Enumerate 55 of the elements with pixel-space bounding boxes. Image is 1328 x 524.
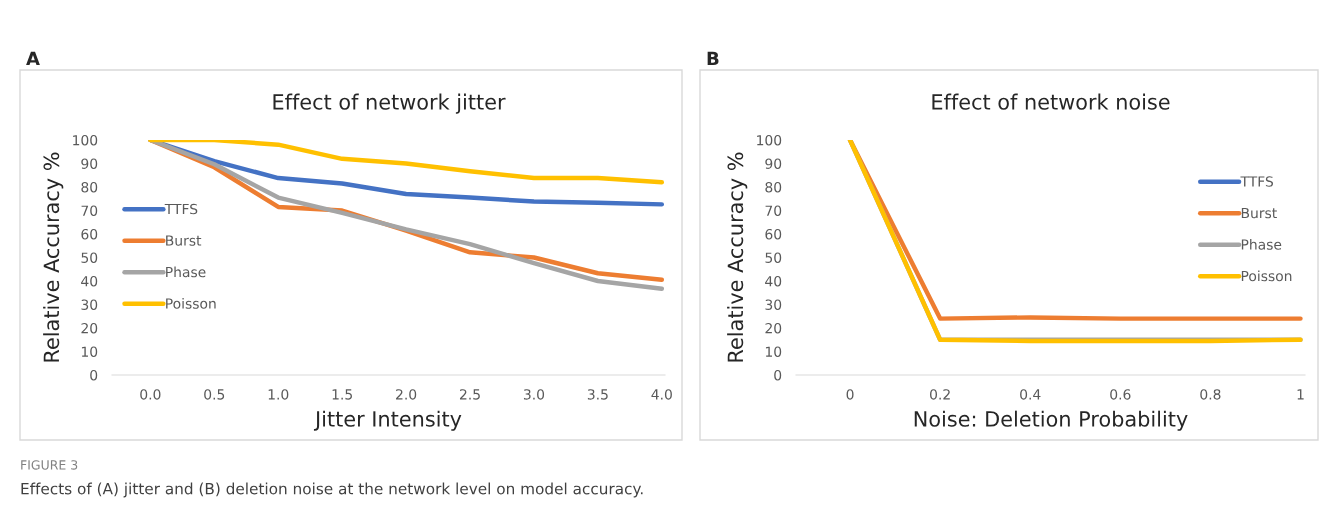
- y-tick-label: 10: [765, 346, 782, 357]
- chart-title: Effect of network jitter: [273, 93, 506, 114]
- y-tick-label: 60: [765, 228, 782, 240]
- caption: FIGURE 3: [21, 460, 78, 470]
- y-tick-label: 40: [765, 275, 782, 287]
- y-tick-label: 50: [765, 252, 782, 263]
- y-tick-label: 0: [774, 369, 782, 381]
- y-tick-label: 90: [81, 158, 98, 169]
- x-tick-label: 3.0: [523, 389, 545, 400]
- x-tick-label: 2.0: [396, 389, 417, 400]
- text: B: [707, 51, 719, 65]
- x-axis-title: Jitter Intensity: [313, 410, 462, 431]
- y-tick-label: 20: [81, 322, 98, 334]
- y-axis-title: Relative Accuracy %: [43, 152, 64, 362]
- x-tick-label: 0.6: [1110, 389, 1131, 400]
- chart-title: Effect of network noise: [932, 93, 1170, 110]
- y-axis-title: Relative Accuracy %: [727, 152, 748, 362]
- y-tick-label: 30: [765, 299, 782, 310]
- text: A: [26, 51, 40, 65]
- y-tick-label: 40: [81, 275, 98, 287]
- y-tick-label: 80: [765, 181, 782, 193]
- legend-label: Burst: [166, 235, 202, 246]
- x-tick-label: 2.5: [459, 389, 480, 400]
- x-tick-label: 1.5: [332, 389, 352, 400]
- x-tick-label: 0: [846, 389, 854, 400]
- x-tick-label: 3.5: [587, 389, 608, 400]
- x-axis-title: Noise: Deletion Probability: [914, 410, 1188, 431]
- legend-label: Phase: [166, 266, 206, 278]
- y-tick-label: 60: [81, 228, 98, 240]
- y-tick-label: 20: [765, 322, 782, 334]
- x-tick-label: 0.5: [204, 389, 225, 400]
- x-tick-label: 1: [1297, 389, 1304, 400]
- y-tick-label: 100: [757, 134, 782, 146]
- y-tick-label: 50: [81, 252, 98, 263]
- x-tick-label: 4.0: [651, 389, 672, 400]
- x-tick-label: 0.0: [140, 389, 161, 400]
- y-tick-label: 100: [73, 134, 98, 146]
- x-tick-label: 0.4: [1020, 389, 1041, 400]
- legend-label: Poisson: [166, 298, 216, 309]
- y-tick-label: 30: [81, 299, 98, 310]
- legend-label: TTFS: [164, 203, 198, 215]
- x-tick-label: 0.2: [930, 389, 950, 400]
- y-tick-label: 90: [765, 158, 782, 169]
- x-tick-label: 0.8: [1200, 389, 1221, 400]
- y-tick-label: 70: [765, 205, 782, 216]
- y-tick-label: 10: [81, 346, 98, 357]
- y-tick-label: 0: [90, 369, 98, 381]
- legend-label: TTFS: [1240, 176, 1274, 187]
- legend-label: Phase: [1241, 238, 1282, 250]
- y-tick-label: 70: [81, 205, 98, 216]
- text: Effects of (A) jitter and (B) deletion noise at the network level on model accuracy.: [21, 482, 643, 498]
- x-tick-label: 1.0: [268, 389, 289, 400]
- legend-label: Burst: [1241, 207, 1277, 219]
- y-tick-label: 80: [81, 181, 98, 193]
- legend-label: Poisson: [1241, 270, 1292, 282]
